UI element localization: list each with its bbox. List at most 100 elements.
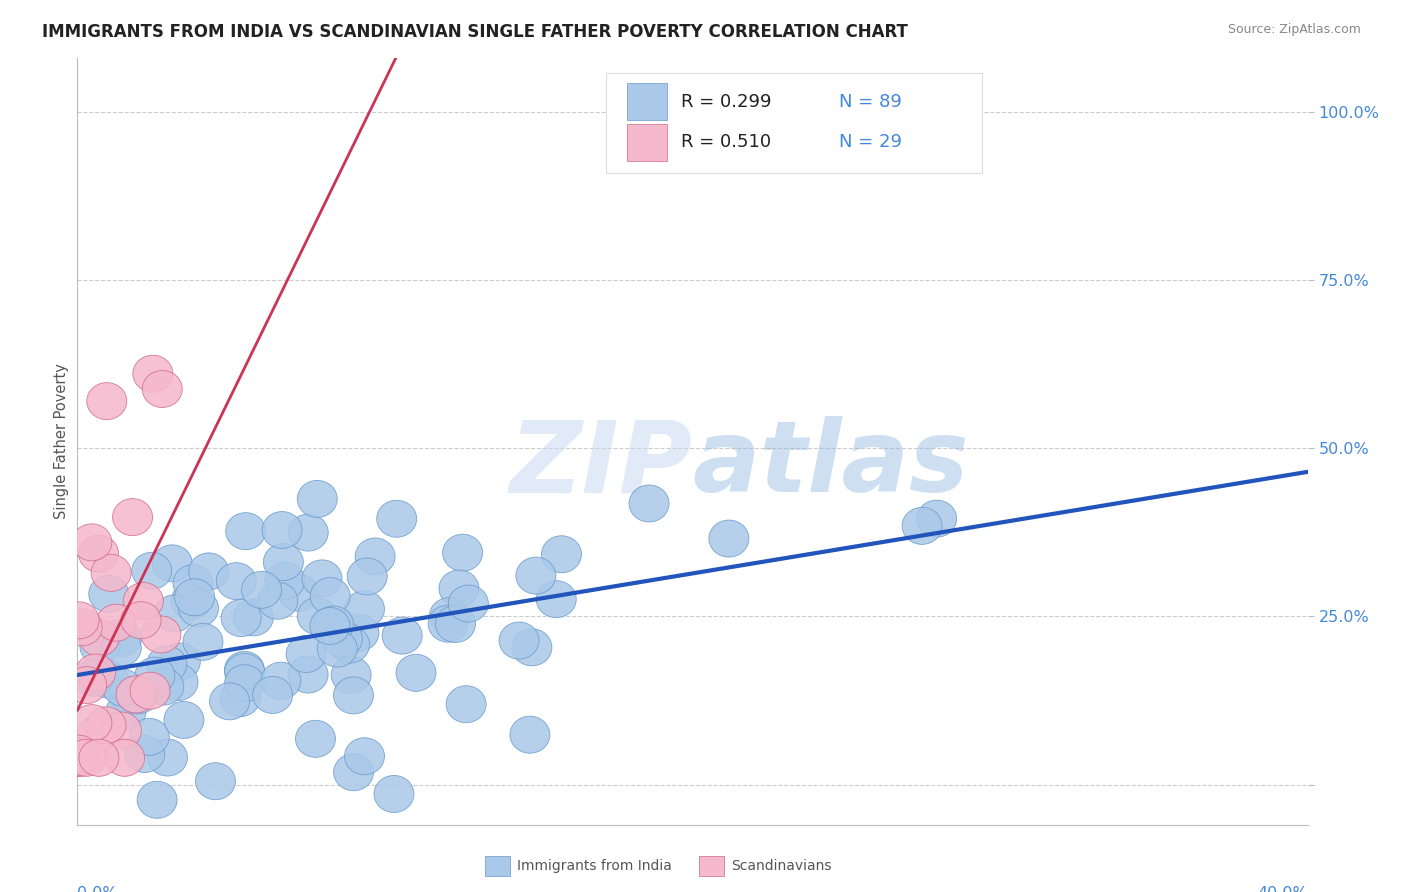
Text: ZIP: ZIP [509,416,693,513]
Ellipse shape [160,643,200,680]
Ellipse shape [91,554,131,591]
Ellipse shape [226,513,266,549]
Ellipse shape [132,552,172,590]
Ellipse shape [112,499,153,535]
Ellipse shape [165,701,204,739]
Ellipse shape [344,591,384,628]
Ellipse shape [79,619,120,657]
Ellipse shape [427,605,468,642]
Ellipse shape [76,654,115,691]
Ellipse shape [217,563,256,599]
Ellipse shape [131,673,170,709]
Ellipse shape [225,665,264,702]
Text: R = 0.299: R = 0.299 [682,93,772,111]
Ellipse shape [903,508,942,544]
Ellipse shape [118,677,157,714]
Ellipse shape [66,739,107,776]
Ellipse shape [436,606,475,642]
Text: Scandinavians: Scandinavians [731,859,831,873]
Text: N = 89: N = 89 [839,93,901,111]
Ellipse shape [129,718,169,756]
Text: Source: ZipAtlas.com: Source: ZipAtlas.com [1227,23,1361,37]
Ellipse shape [195,763,235,800]
Ellipse shape [89,661,128,698]
Ellipse shape [332,657,371,693]
Ellipse shape [257,582,298,619]
Ellipse shape [141,616,181,653]
Ellipse shape [183,624,224,660]
Ellipse shape [221,680,260,716]
Ellipse shape [297,481,337,517]
Ellipse shape [121,602,162,639]
Ellipse shape [262,511,302,549]
Ellipse shape [221,599,262,637]
Ellipse shape [262,662,301,699]
Ellipse shape [242,572,281,608]
Ellipse shape [155,595,194,632]
Ellipse shape [79,535,118,572]
Ellipse shape [179,590,218,627]
Ellipse shape [253,676,292,714]
Ellipse shape [628,485,669,522]
Ellipse shape [339,615,378,651]
Ellipse shape [512,629,553,665]
Ellipse shape [58,739,98,776]
Ellipse shape [172,582,211,620]
Ellipse shape [917,500,956,537]
Ellipse shape [287,635,326,673]
Ellipse shape [356,538,395,575]
Ellipse shape [209,682,250,720]
Ellipse shape [124,582,163,619]
Ellipse shape [148,739,187,776]
Ellipse shape [117,676,156,713]
Bar [627,83,666,120]
Ellipse shape [329,626,370,663]
Ellipse shape [443,534,482,571]
Ellipse shape [59,739,100,776]
Y-axis label: Single Father Poverty: Single Father Poverty [53,364,69,519]
Ellipse shape [439,570,479,607]
Ellipse shape [79,739,120,776]
Ellipse shape [188,553,229,590]
Ellipse shape [382,617,422,654]
Ellipse shape [75,659,114,697]
Ellipse shape [86,706,127,744]
Text: 0.0%: 0.0% [77,887,118,892]
Ellipse shape [302,560,342,597]
Ellipse shape [374,775,413,813]
Ellipse shape [125,736,165,772]
Ellipse shape [58,735,98,772]
Ellipse shape [510,716,550,753]
Ellipse shape [104,739,145,776]
FancyBboxPatch shape [606,73,981,173]
Ellipse shape [62,608,103,646]
Ellipse shape [101,712,142,749]
Ellipse shape [314,606,353,643]
Text: Immigrants from India: Immigrants from India [517,859,672,873]
Ellipse shape [499,622,538,659]
Ellipse shape [87,383,127,419]
Ellipse shape [322,621,363,657]
Ellipse shape [263,543,304,581]
Ellipse shape [333,677,374,714]
Ellipse shape [138,781,177,818]
Ellipse shape [157,664,198,700]
Ellipse shape [309,607,350,645]
Ellipse shape [80,628,120,665]
Ellipse shape [333,754,374,790]
Ellipse shape [135,657,174,694]
Ellipse shape [233,599,273,636]
Ellipse shape [297,598,337,634]
Ellipse shape [59,602,100,639]
Ellipse shape [174,579,215,615]
Ellipse shape [225,651,264,689]
Ellipse shape [347,558,387,595]
Ellipse shape [103,669,142,706]
Ellipse shape [396,655,436,691]
Ellipse shape [225,653,264,690]
Text: 40.0%: 40.0% [1257,887,1308,892]
Ellipse shape [89,575,129,613]
Ellipse shape [101,629,142,666]
Ellipse shape [105,693,146,731]
Ellipse shape [173,565,212,602]
